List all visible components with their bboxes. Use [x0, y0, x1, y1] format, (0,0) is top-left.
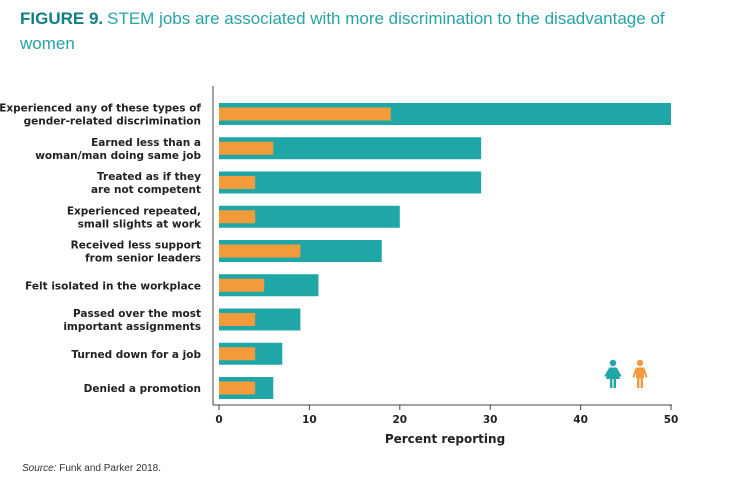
category-label-line: Treated as if they	[97, 171, 201, 183]
category-label-1: Earned less than a woman/man doing same j…	[35, 137, 201, 162]
category-label-line: important assignments	[63, 321, 201, 333]
bar-men-2	[219, 176, 256, 189]
category-label-5: Felt isolated in the workplace	[25, 280, 201, 292]
bar-men-5	[219, 278, 265, 292]
bar-men-0	[219, 107, 391, 121]
x-tick-label-5: 50	[664, 414, 679, 426]
bar-men-1	[219, 141, 274, 155]
man-icon-body	[636, 367, 644, 388]
x-tick-label-2: 20	[392, 414, 407, 426]
category-label-line: Passed over the most	[73, 308, 201, 320]
man-icon-head	[636, 359, 644, 367]
figure-label: FIGURE 9.	[20, 9, 104, 28]
woman-icon-head	[609, 359, 617, 367]
woman-icon-arms	[604, 368, 622, 377]
bar-men-7	[219, 347, 256, 361]
woman-icon	[604, 359, 622, 388]
category-labels: Experienced any of these types of gender-…	[0, 103, 202, 396]
bar-men-8	[219, 381, 256, 395]
source-label: Source:	[22, 463, 57, 474]
man-icon	[632, 359, 648, 388]
bar-men-3	[219, 210, 256, 224]
category-label-6: Passed over the most important assignment…	[63, 308, 201, 333]
man-icon-arms	[632, 368, 648, 378]
bar-women-2	[219, 171, 482, 194]
bars-layer	[219, 103, 671, 399]
category-label-line: woman/man doing same job	[35, 150, 201, 162]
category-label-line: are not competent	[91, 184, 201, 196]
category-label-2: Treated as if they are not competent	[91, 171, 201, 196]
bar-men-6	[219, 313, 256, 326]
source-note: Source: Funk and Parker 2018.	[22, 463, 161, 474]
category-label-line: Experienced any of these types of	[0, 103, 201, 115]
x-tick-label-0: 0	[215, 414, 222, 426]
x-tick-label-1: 10	[302, 414, 317, 426]
category-label-line: Denied a promotion	[84, 383, 201, 395]
x-axis-ticks: 0 10 20 30 40 50	[215, 405, 678, 426]
category-label-4: Received less support from senior leaders	[71, 240, 201, 265]
x-tick-label-4: 40	[573, 414, 588, 426]
woman-icon-body	[606, 367, 620, 388]
category-label-line: Received less support	[71, 240, 201, 252]
source-text: Funk and Parker 2018.	[59, 463, 161, 474]
figure-title-text: STEM jobs are associated with more discr…	[20, 9, 665, 53]
category-label-line: Experienced repeated,	[67, 205, 201, 217]
bar-women-3	[219, 205, 400, 228]
category-label-8: Denied a promotion	[84, 383, 201, 395]
category-label-line: small slights at work	[78, 218, 202, 230]
bar-men-4	[219, 244, 301, 258]
category-label-line: Earned less than a	[91, 137, 201, 149]
category-label-3: Experienced repeated, small slights at wo…	[67, 205, 202, 230]
figure-title: FIGURE 9. STEM jobs are associated with m…	[20, 6, 710, 56]
category-label-line: gender-related discrimination	[24, 116, 201, 128]
x-tick-label-3: 30	[483, 414, 498, 426]
category-label-7: Turned down for a job	[71, 349, 201, 361]
category-label-line: Felt isolated in the workplace	[25, 280, 201, 292]
category-label-0: Experienced any of these types of gender-…	[0, 103, 201, 128]
category-label-line: from senior leaders	[85, 253, 201, 265]
bar-women-1	[219, 137, 482, 160]
category-label-line: Turned down for a job	[71, 349, 201, 361]
x-axis-title: Percent reporting	[385, 432, 505, 446]
